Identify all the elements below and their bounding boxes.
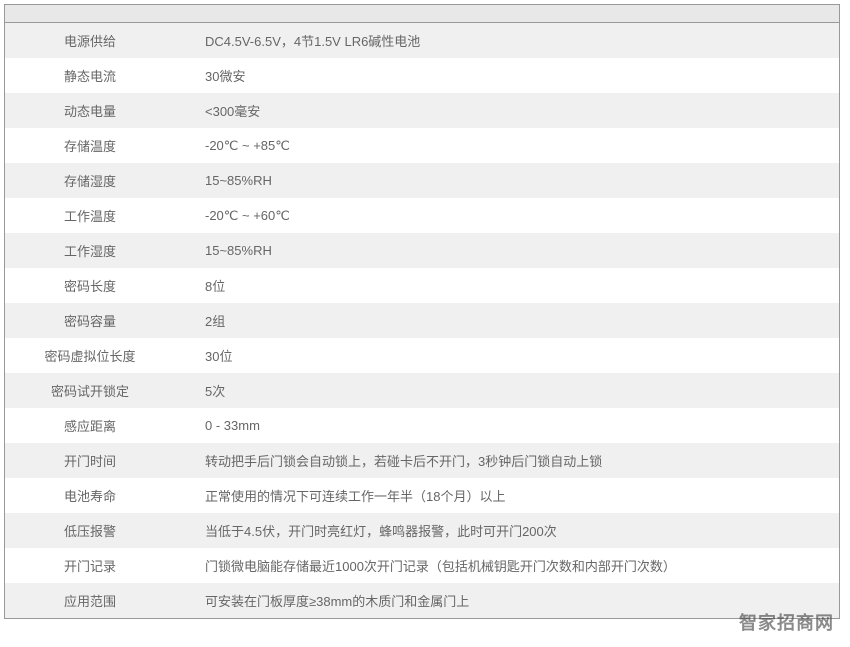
table-row: 工作湿度 15~85%RH [5,233,839,268]
spec-value: -20℃ ~ +85℃ [175,128,839,163]
table-row: 感应距离 0 - 33mm [5,408,839,443]
spec-label: 存储湿度 [5,163,175,198]
table-row: 密码容量 2组 [5,303,839,338]
table-row: 密码长度 8位 [5,268,839,303]
spec-table-container: 电源供给 DC4.5V-6.5V，4节1.5V LR6碱性电池 静态电流 30微… [4,4,840,619]
spec-label: 低压报警 [5,513,175,548]
spec-label: 感应距离 [5,408,175,443]
spec-table-body: 电源供给 DC4.5V-6.5V，4节1.5V LR6碱性电池 静态电流 30微… [5,23,839,618]
table-row: 电池寿命 正常使用的情况下可连续工作一年半（18个月）以上 [5,478,839,513]
spec-label: 静态电流 [5,58,175,93]
watermark-text: 智家招商网 [739,609,834,635]
spec-value: 5次 [175,373,839,408]
spec-value: 正常使用的情况下可连续工作一年半（18个月）以上 [175,478,839,513]
table-row: 低压报警 当低于4.5伏，开门时亮红灯，蜂鸣器报警，此时可开门200次 [5,513,839,548]
table-row: 密码虚拟位长度 30位 [5,338,839,373]
table-row: 开门时间 转动把手后门锁会自动锁上，若碰卡后不开门，3秒钟后门锁自动上锁 [5,443,839,478]
spec-label: 存储温度 [5,128,175,163]
spec-value: 30微安 [175,58,839,93]
spec-value: 当低于4.5伏，开门时亮红灯，蜂鸣器报警，此时可开门200次 [175,513,839,548]
spec-value: 15~85%RH [175,233,839,268]
table-row: 密码试开锁定 5次 [5,373,839,408]
spec-label: 密码长度 [5,268,175,303]
spec-label: 应用范围 [5,583,175,618]
spec-label: 电池寿命 [5,478,175,513]
spec-value: 0 - 33mm [175,408,839,443]
table-row: 电源供给 DC4.5V-6.5V，4节1.5V LR6碱性电池 [5,23,839,58]
spec-value: DC4.5V-6.5V，4节1.5V LR6碱性电池 [175,23,839,58]
spec-label: 电源供给 [5,23,175,58]
spec-value: 8位 [175,268,839,303]
table-row: 开门记录 门锁微电脑能存储最近1000次开门记录（包括机械钥匙开门次数和内部开门… [5,548,839,583]
table-row: 应用范围 可安装在门板厚度≥38mm的木质门和金属门上 [5,583,839,618]
spec-value: 2组 [175,303,839,338]
table-header-bar [5,5,839,23]
table-row: 工作温度 -20℃ ~ +60℃ [5,198,839,233]
table-row: 存储湿度 15~85%RH [5,163,839,198]
spec-value: 转动把手后门锁会自动锁上，若碰卡后不开门，3秒钟后门锁自动上锁 [175,443,839,478]
table-row: 静态电流 30微安 [5,58,839,93]
spec-label: 工作湿度 [5,233,175,268]
spec-value: 15~85%RH [175,163,839,198]
spec-label: 开门记录 [5,548,175,583]
spec-label: 密码虚拟位长度 [5,338,175,373]
spec-value: 门锁微电脑能存储最近1000次开门记录（包括机械钥匙开门次数和内部开门次数） [175,548,839,583]
spec-table: 电源供给 DC4.5V-6.5V，4节1.5V LR6碱性电池 静态电流 30微… [5,23,839,618]
spec-value: 30位 [175,338,839,373]
table-row: 存储温度 -20℃ ~ +85℃ [5,128,839,163]
spec-label: 工作温度 [5,198,175,233]
spec-value: <300毫安 [175,93,839,128]
spec-value: -20℃ ~ +60℃ [175,198,839,233]
table-row: 动态电量 <300毫安 [5,93,839,128]
spec-label: 密码试开锁定 [5,373,175,408]
spec-label: 动态电量 [5,93,175,128]
spec-label: 密码容量 [5,303,175,338]
spec-label: 开门时间 [5,443,175,478]
